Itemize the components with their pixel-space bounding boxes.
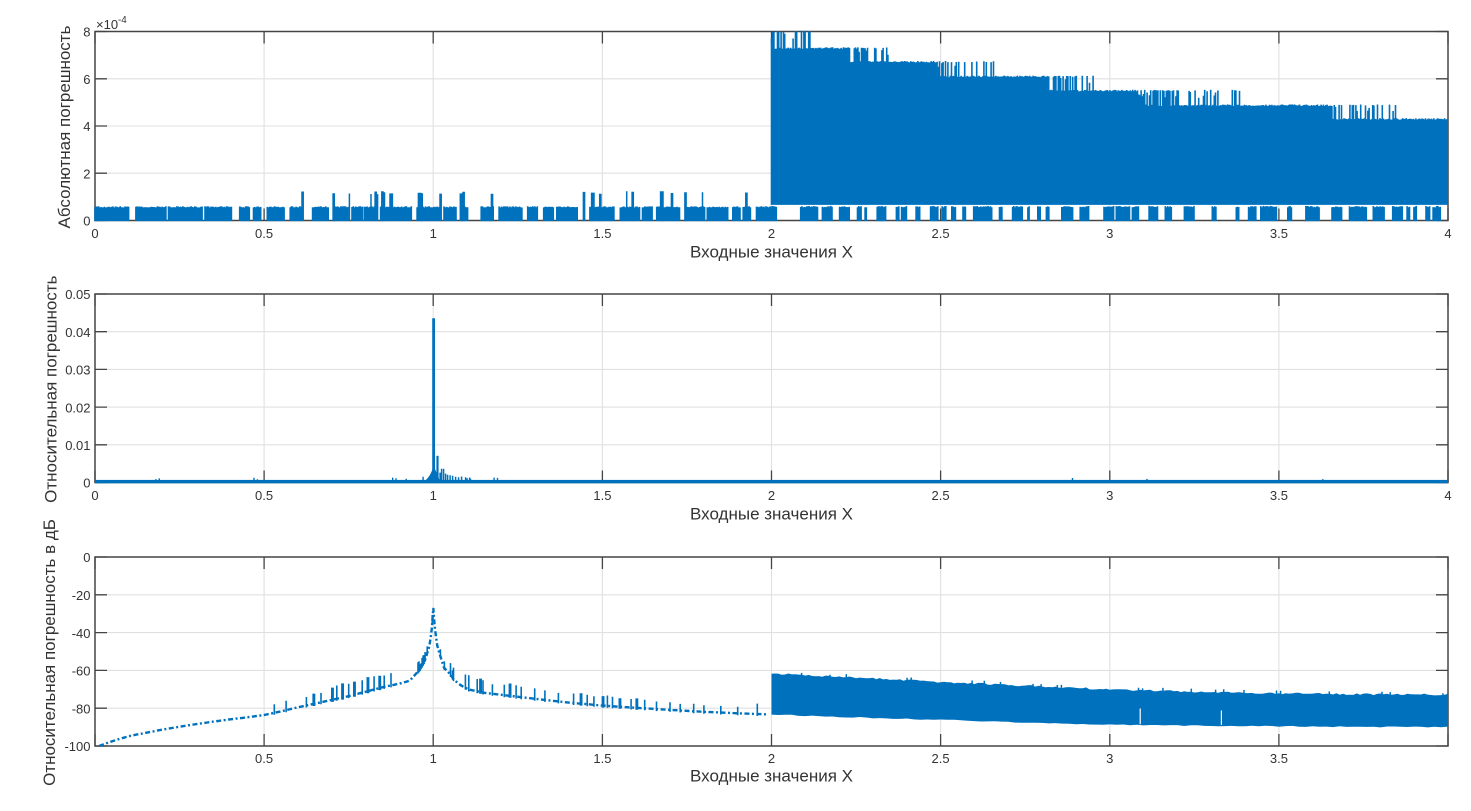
svg-text:4: 4 (1444, 488, 1451, 503)
svg-text:-60: -60 (72, 664, 91, 679)
svg-text:6: 6 (83, 72, 90, 87)
svg-text:0.01: 0.01 (65, 438, 90, 453)
svg-text:2: 2 (768, 226, 775, 241)
svg-text:Входные значения X: Входные значения X (690, 767, 853, 786)
svg-text:1: 1 (430, 751, 437, 766)
svg-text:0: 0 (83, 214, 90, 229)
svg-text:0.5: 0.5 (255, 226, 273, 241)
svg-text:0.5: 0.5 (255, 488, 273, 503)
svg-text:0: 0 (83, 476, 90, 491)
svg-text:2: 2 (768, 488, 775, 503)
svg-text:-4: -4 (118, 15, 127, 26)
svg-text:-100: -100 (64, 739, 90, 754)
svg-text:1.5: 1.5 (593, 226, 611, 241)
svg-text:Входные значения X: Входные значения X (690, 243, 853, 262)
svg-text:0.5: 0.5 (255, 751, 273, 766)
svg-text:0: 0 (83, 550, 90, 565)
svg-text:2: 2 (768, 751, 775, 766)
svg-text:1: 1 (430, 226, 437, 241)
svg-text:2.5: 2.5 (932, 226, 950, 241)
svg-text:-20: -20 (72, 588, 91, 603)
svg-text:Относительная погрешность: Относительная погрешность (42, 275, 61, 502)
svg-text:-40: -40 (72, 626, 91, 641)
svg-text:Входные значения X: Входные значения X (690, 505, 853, 524)
svg-text:0.02: 0.02 (65, 400, 90, 415)
svg-text:2: 2 (83, 166, 90, 181)
svg-text:0: 0 (91, 488, 98, 503)
svg-text:3.5: 3.5 (1270, 488, 1288, 503)
svg-text:3: 3 (1106, 751, 1113, 766)
svg-text:Относительная погрешность в дБ: Относительная погрешность в дБ (40, 519, 59, 786)
svg-text:3: 3 (1106, 488, 1113, 503)
svg-text:-80: -80 (72, 701, 91, 716)
svg-text:0: 0 (91, 226, 98, 241)
svg-text:4: 4 (83, 119, 90, 134)
svg-text:8: 8 (83, 25, 90, 40)
svg-text:1: 1 (430, 488, 437, 503)
svg-text:4: 4 (1444, 226, 1451, 241)
svg-text:×10: ×10 (96, 17, 118, 32)
svg-text:1.5: 1.5 (593, 488, 611, 503)
svg-text:0.04: 0.04 (65, 325, 90, 340)
svg-text:Абсолютная погрешность: Абсолютная погрешность (55, 25, 74, 228)
svg-text:0.03: 0.03 (65, 363, 90, 378)
svg-text:3: 3 (1106, 226, 1113, 241)
svg-text:3.5: 3.5 (1270, 226, 1288, 241)
svg-text:1.5: 1.5 (593, 751, 611, 766)
svg-text:3.5: 3.5 (1270, 751, 1288, 766)
svg-text:2.5: 2.5 (932, 488, 950, 503)
svg-text:2.5: 2.5 (932, 751, 950, 766)
svg-text:0.05: 0.05 (65, 287, 90, 302)
